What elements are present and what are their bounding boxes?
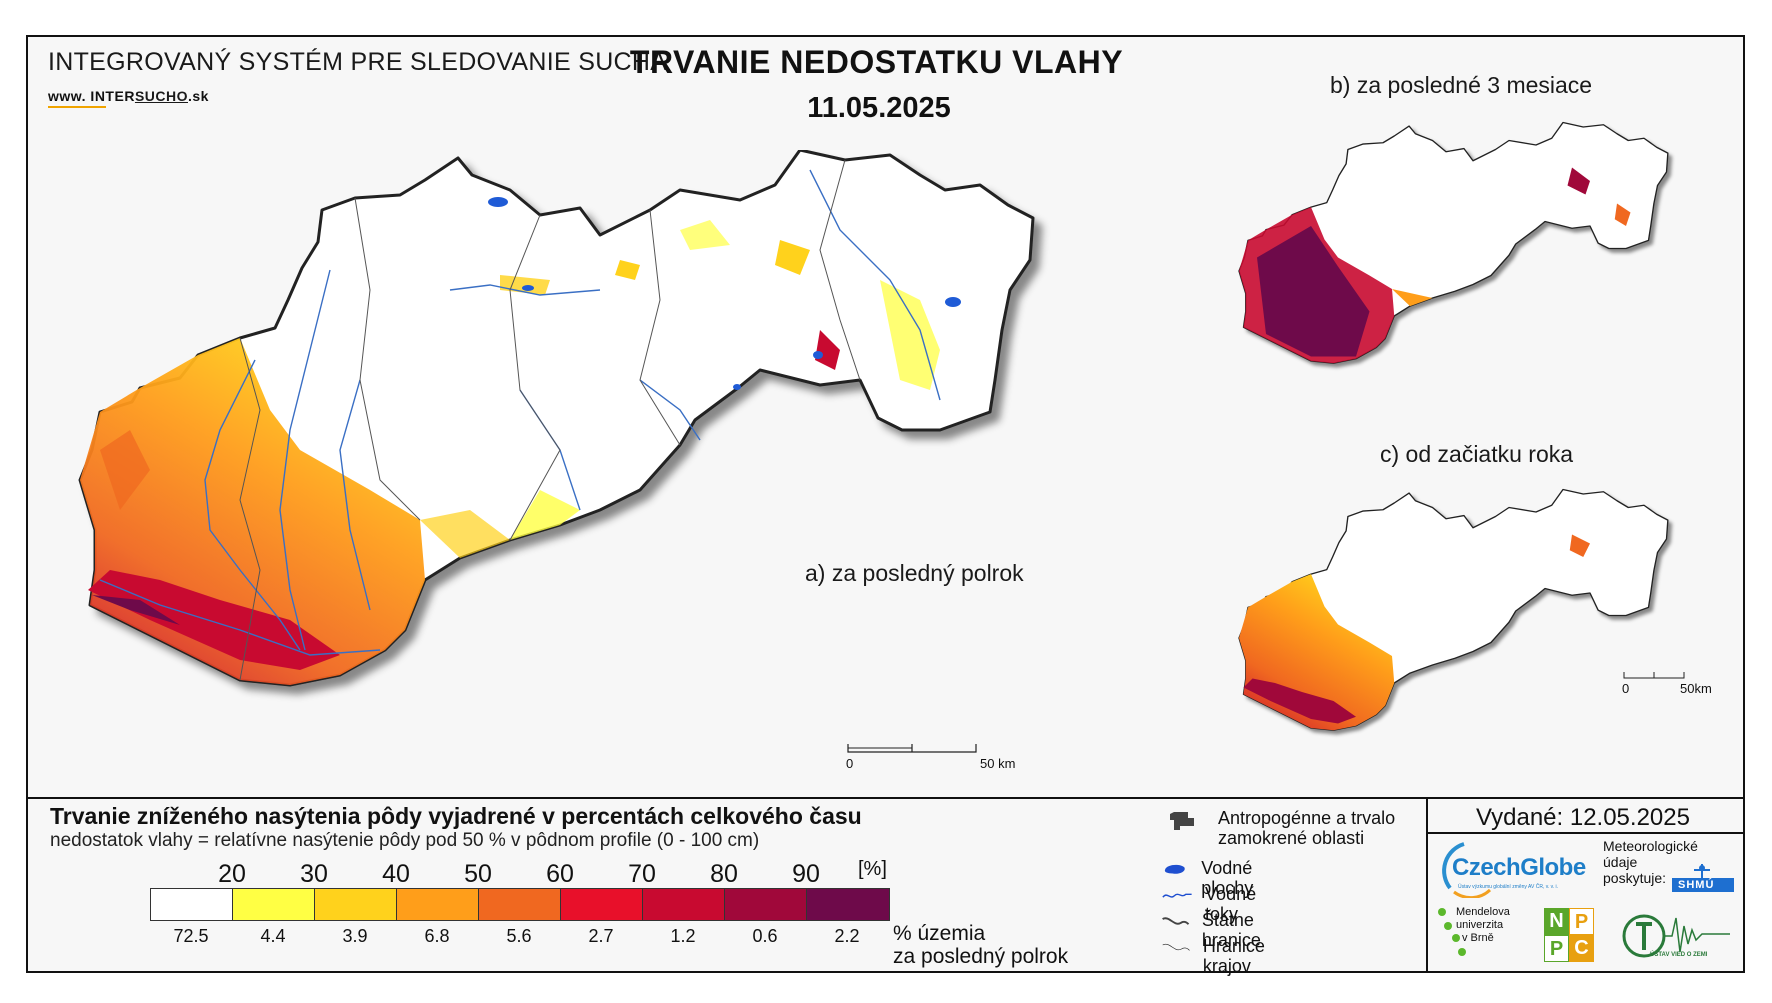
main-scalebar <box>847 744 977 753</box>
czechglobe-subtitle: Ústav výzkumu globální změny AV ČR, v. v… <box>1458 884 1559 890</box>
panel-c-label: c) od začiatku roka <box>1380 441 1574 467</box>
map-last-3-months <box>1212 118 1732 418</box>
shmu-icon <box>1672 864 1734 892</box>
panel-a-label: a) za posledný polrok <box>805 560 1024 586</box>
legend-percent-value: 4.4 <box>260 926 286 946</box>
legend-subtitle: nedostatok vlahy = relatívne nasýtenie p… <box>50 830 760 851</box>
legend-panel <box>26 797 1745 973</box>
czechglobe-name: CzechGlobe <box>1452 854 1586 881</box>
legend-threshold-label: 20 <box>218 860 246 888</box>
system-name: INTEGROVANÝ SYSTÉM PRE SLEDOVANIE SUCHA <box>48 48 668 76</box>
legend-percent-value: 2.7 <box>588 926 614 946</box>
shmu-logo[interactable]: SHMÚ <box>1672 862 1734 896</box>
nppc-letter-p2: P <box>1544 935 1569 962</box>
drought-area-southwest <box>80 338 580 685</box>
legend-color-class <box>725 889 807 920</box>
legend-percent-value: 6.8 <box>424 926 450 946</box>
region-borders <box>239 159 861 681</box>
legend-color-class <box>315 889 397 920</box>
drought-area-b <box>1239 167 1631 364</box>
legend-rivers: Vodné toky <box>1160 884 1269 924</box>
legend-threshold-label: 80 <box>710 860 738 888</box>
mendel-text: Mendelova univerzita v Brně <box>1456 906 1510 944</box>
shmu-name: SHMÚ <box>1678 879 1715 891</box>
meteo-note: Meteorologické údaje poskytuje: <box>1603 838 1698 886</box>
legend-anthropogenic: Antropogénne a trvalo zamokrené oblasti <box>1160 808 1408 848</box>
map-title: TRVANIE NEDOSTATKU VLAHY <box>629 44 1124 80</box>
rivers <box>99 169 941 656</box>
river-icon <box>1162 893 1192 898</box>
legend-color-class <box>561 889 643 920</box>
legend-threshold-label: 70 <box>628 860 656 888</box>
legend-water-bodies: Vodné plochy <box>1160 858 1270 898</box>
legend-color-class <box>397 889 479 920</box>
uvz-name: ÚSTAV VIED O ZEMI <box>1650 952 1708 958</box>
czechglobe-arc-icon <box>1442 842 1492 900</box>
website-suffix: .sk <box>188 88 209 104</box>
percent-caption-line2: za posledný polrok <box>893 945 1069 968</box>
legend-color-class <box>807 889 889 920</box>
map-since-year-start <box>1212 485 1732 785</box>
map-date: 11.05.2025 <box>807 92 951 124</box>
nppc-letter-p1: P <box>1569 908 1594 935</box>
legend-colorbar <box>150 888 890 921</box>
legend-state-border: Štátne hranice <box>1160 910 1277 950</box>
main-scalebar-start: 0 <box>846 756 854 771</box>
legend-percent-value: 5.6 <box>506 926 532 946</box>
legend-threshold-label: 60 <box>546 860 574 888</box>
legend-percent-value: 0.6 <box>752 926 778 946</box>
nppc-letter-n: N <box>1544 908 1569 935</box>
small-scalebar-end: 50km <box>1680 681 1712 696</box>
legend-percent-caption: % územia za posledný polrok <box>893 922 1068 968</box>
legend-percent-value: 2.2 <box>834 926 860 946</box>
issued-date: Vydané: 12.05.2025 <box>1476 804 1690 831</box>
main-scalebar-end: 50 km <box>980 756 1016 771</box>
issued-divider <box>1426 832 1745 834</box>
legend-color-class <box>233 889 315 920</box>
small-scalebar-start: 0 <box>1622 681 1630 696</box>
nppc-letter-c: C <box>1569 935 1594 962</box>
small-scalebar <box>1623 672 1685 679</box>
legend-percent-value: 3.9 <box>342 926 368 946</box>
percent-caption-line1: % územia <box>893 922 986 945</box>
legend-threshold-label: 50 <box>464 860 492 888</box>
water-bodies <box>488 197 961 390</box>
panel-b-label: b) za posledné 3 mesiace <box>1330 72 1593 98</box>
drought-area-c <box>1239 534 1590 731</box>
legend-threshold-label: 40 <box>382 860 410 888</box>
legend-unit: [%] <box>858 858 887 880</box>
region-border-icon <box>1162 943 1190 951</box>
legend-color-class <box>151 889 233 920</box>
main-map <box>78 150 1035 687</box>
drought-spots-east <box>500 220 940 390</box>
mendel-dots-icon <box>1438 908 1466 956</box>
legend-title: Trvanie zníženého nasýtenia pôdy vyjadre… <box>50 803 862 829</box>
anthropogenic-area-icon <box>1170 812 1194 830</box>
website-brand: SUCHO <box>134 88 188 104</box>
legend-color-class <box>479 889 561 920</box>
legend-percent-value: 1.2 <box>670 926 696 946</box>
legend-region-border: Hranice krajov <box>1160 936 1280 976</box>
nppc-logo[interactable]: N P P C <box>1544 908 1594 962</box>
uvz-seismogram-icon <box>1622 914 1730 958</box>
legend-divider <box>1426 797 1428 973</box>
website-underline-accent <box>48 106 106 108</box>
legend-threshold-label: 90 <box>792 860 820 888</box>
legend-threshold-label: 30 <box>300 860 328 888</box>
website[interactable]: www. INTERSUCHO.sk <box>48 88 209 104</box>
czechglobe-logo[interactable]: CzechGlobe Ústav výzkumu globální změny … <box>1434 838 1594 900</box>
legend-percent-value: 72.5 <box>173 926 209 946</box>
website-prefix: www. INTER <box>48 88 135 104</box>
state-border-icon <box>1162 917 1190 925</box>
uvz-logo[interactable]: ÚSTAV VIED O ZEMI <box>1622 906 1732 966</box>
mendel-logo[interactable]: Mendelova univerzita v Brně <box>1436 904 1526 964</box>
legend-color-class <box>643 889 725 920</box>
water-body-icon <box>1164 864 1185 874</box>
